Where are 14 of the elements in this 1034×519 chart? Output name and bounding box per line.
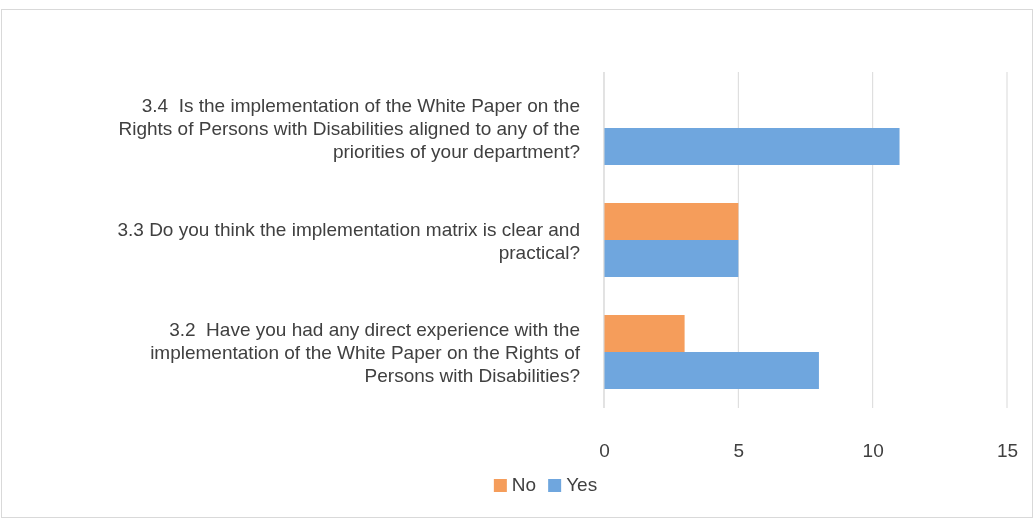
x-tick-label: 5 <box>733 439 745 461</box>
bar <box>604 203 739 240</box>
bar <box>604 128 900 165</box>
bar <box>604 352 819 389</box>
x-tick-label: 15 <box>996 439 1019 461</box>
legend-label: Yes <box>566 474 598 495</box>
x-tick-label: 10 <box>862 439 884 461</box>
bar <box>604 315 685 352</box>
y-tick-label: 3.2 Have you had any direct experience with the implementation of the White Paper on the Rights of Persons with Disabilities? <box>150 319 581 386</box>
legend-label: No <box>511 474 537 495</box>
bar <box>604 240 739 277</box>
y-tick-label: 3.4 Is the implementation of the White Paper on the Rights of Persons with Disabilities aligned to any of the priorities of your department? <box>118 95 580 162</box>
x-tick-label: 0 <box>599 439 610 461</box>
y-tick-label: 3.3 Do you think the implementation matrix is clear and practical? <box>117 218 580 263</box>
